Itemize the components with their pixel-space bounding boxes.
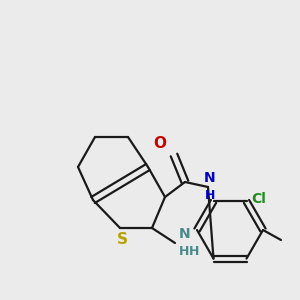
Text: H: H: [179, 245, 189, 258]
Text: N: N: [204, 171, 216, 185]
Text: O: O: [153, 136, 166, 151]
Text: H: H: [205, 189, 215, 202]
Text: S: S: [116, 232, 128, 247]
Text: N: N: [179, 227, 190, 241]
Text: Cl: Cl: [251, 192, 266, 206]
Text: H: H: [189, 245, 200, 258]
